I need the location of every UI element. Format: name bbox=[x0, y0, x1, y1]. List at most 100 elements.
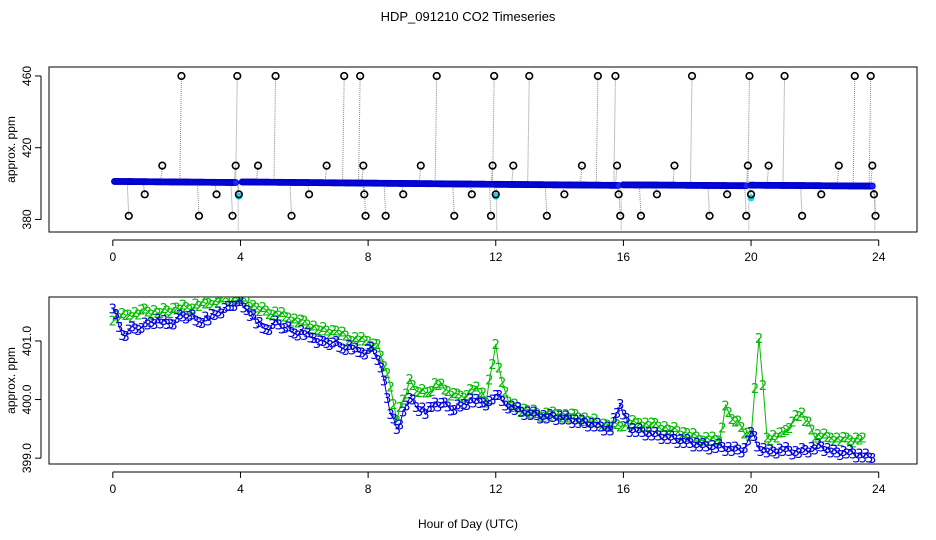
series-glyph-3: 3 bbox=[361, 349, 369, 364]
series-glyph-2: 2 bbox=[495, 361, 503, 376]
spike-line bbox=[235, 75, 238, 183]
outlier-point bbox=[742, 211, 751, 220]
series-glyph-2: 2 bbox=[801, 415, 809, 430]
series-glyph-2: 2 bbox=[820, 428, 828, 443]
series-glyph-3: 3 bbox=[431, 396, 439, 411]
series-glyph-2: 2 bbox=[683, 427, 691, 442]
series-glyph-2: 2 bbox=[217, 292, 225, 307]
series-glyph-3: 3 bbox=[651, 426, 659, 441]
series-glyph-3: 3 bbox=[469, 396, 477, 411]
series-glyph-3: 3 bbox=[291, 328, 299, 343]
outlier-point bbox=[509, 161, 518, 170]
series-glyph-3: 3 bbox=[262, 323, 270, 338]
series-glyph-2: 2 bbox=[731, 416, 739, 431]
series-glyph-3: 3 bbox=[616, 398, 624, 413]
series-glyph-3: 3 bbox=[820, 445, 828, 460]
series-glyph-2: 2 bbox=[227, 296, 235, 311]
outlier-point bbox=[652, 190, 662, 199]
series-glyph-3: 3 bbox=[552, 414, 560, 429]
series-glyph-2: 2 bbox=[338, 326, 346, 341]
series-glyph-3: 3 bbox=[208, 308, 216, 323]
series-glyph-2: 2 bbox=[402, 388, 410, 403]
series-glyph-2: 2 bbox=[425, 386, 433, 401]
series-glyph-2: 2 bbox=[163, 304, 171, 319]
outlier-point bbox=[361, 211, 370, 220]
spike-line bbox=[452, 183, 455, 216]
spike-line bbox=[492, 75, 495, 185]
series-glyph-3: 3 bbox=[795, 447, 803, 462]
series-glyph-2: 2 bbox=[686, 431, 694, 446]
series-glyph-3: 3 bbox=[157, 317, 165, 332]
series-glyph-3: 3 bbox=[814, 438, 822, 453]
series-glyph-3: 3 bbox=[322, 337, 330, 352]
series-glyph-3: 3 bbox=[664, 433, 672, 448]
series-glyph-2: 2 bbox=[457, 390, 465, 405]
series-glyph-2: 2 bbox=[291, 312, 299, 327]
series-glyph-2: 2 bbox=[664, 424, 672, 439]
series-glyph-3: 3 bbox=[827, 446, 835, 461]
series-glyph-2: 2 bbox=[150, 304, 158, 319]
series-glyph-2: 2 bbox=[680, 426, 688, 441]
spike-line bbox=[616, 185, 620, 195]
series-glyph-3: 3 bbox=[354, 346, 362, 361]
outlier-point bbox=[834, 161, 843, 170]
series-glyph-3: 3 bbox=[559, 413, 567, 428]
series-glyph-3: 3 bbox=[485, 395, 493, 410]
series-glyph-2: 2 bbox=[131, 306, 139, 321]
series-glyph-2: 2 bbox=[626, 418, 634, 433]
series-glyph-2: 2 bbox=[386, 380, 394, 395]
series-glyph-3: 3 bbox=[725, 441, 733, 456]
series-glyph-2: 2 bbox=[782, 424, 790, 439]
spike-line bbox=[747, 75, 750, 186]
series-glyph-2: 2 bbox=[329, 324, 337, 339]
series-glyph-3: 3 bbox=[772, 448, 780, 463]
series-glyph-2: 2 bbox=[638, 420, 646, 435]
series-glyph-2: 2 bbox=[776, 426, 784, 441]
series-glyph-3: 3 bbox=[843, 448, 851, 463]
series-glyph-2: 2 bbox=[591, 412, 599, 427]
outlier-point bbox=[612, 161, 622, 170]
series-glyph-2: 2 bbox=[179, 299, 187, 314]
series-glyph-2: 2 bbox=[839, 431, 847, 446]
outlier-point bbox=[869, 190, 879, 199]
series-glyph-3: 3 bbox=[163, 318, 171, 333]
series-glyph-2: 2 bbox=[249, 299, 257, 314]
outlier-point bbox=[817, 190, 826, 199]
spike-line bbox=[230, 182, 233, 216]
spike-line bbox=[782, 75, 786, 186]
series-glyph-2: 2 bbox=[855, 434, 863, 449]
y-tick-label: 399.0 bbox=[20, 443, 34, 473]
series-glyph-2: 2 bbox=[728, 413, 736, 428]
series-glyph-2: 2 bbox=[224, 293, 232, 308]
series-glyph-2: 2 bbox=[137, 303, 145, 318]
series-glyph-3: 3 bbox=[249, 309, 257, 324]
spike-line bbox=[638, 184, 642, 216]
series-glyph-2: 2 bbox=[125, 309, 133, 324]
series-glyph-3: 3 bbox=[437, 397, 445, 412]
series-glyph-3: 3 bbox=[386, 408, 394, 423]
series-glyph-2: 2 bbox=[795, 410, 803, 425]
series-glyph-2: 2 bbox=[268, 309, 276, 324]
series-glyph-3: 3 bbox=[230, 300, 238, 315]
series-glyph-3: 3 bbox=[852, 451, 860, 466]
series-glyph-2: 2 bbox=[220, 291, 228, 306]
series-glyph-3: 3 bbox=[243, 304, 251, 319]
series-glyph-3: 3 bbox=[756, 445, 764, 460]
outlier-point bbox=[304, 190, 314, 199]
series-glyph-3: 3 bbox=[501, 399, 509, 414]
series-glyph-3: 3 bbox=[555, 410, 563, 425]
spike-line bbox=[488, 184, 492, 216]
spike-line bbox=[383, 183, 387, 216]
series-glyph-3: 3 bbox=[718, 441, 726, 456]
series-glyph-3: 3 bbox=[549, 411, 557, 426]
series-glyph-3: 3 bbox=[492, 389, 500, 404]
baseline-point bbox=[232, 179, 240, 186]
series-glyph-2: 2 bbox=[141, 303, 149, 318]
series-glyph-3: 3 bbox=[179, 311, 187, 326]
series-glyph-2: 2 bbox=[584, 415, 592, 430]
series-glyph-2: 2 bbox=[658, 424, 666, 439]
series-glyph-3: 3 bbox=[342, 344, 350, 359]
series-glyph-3: 3 bbox=[466, 393, 474, 408]
series-glyph-3: 3 bbox=[721, 445, 729, 460]
series-glyph-2: 2 bbox=[568, 408, 576, 423]
